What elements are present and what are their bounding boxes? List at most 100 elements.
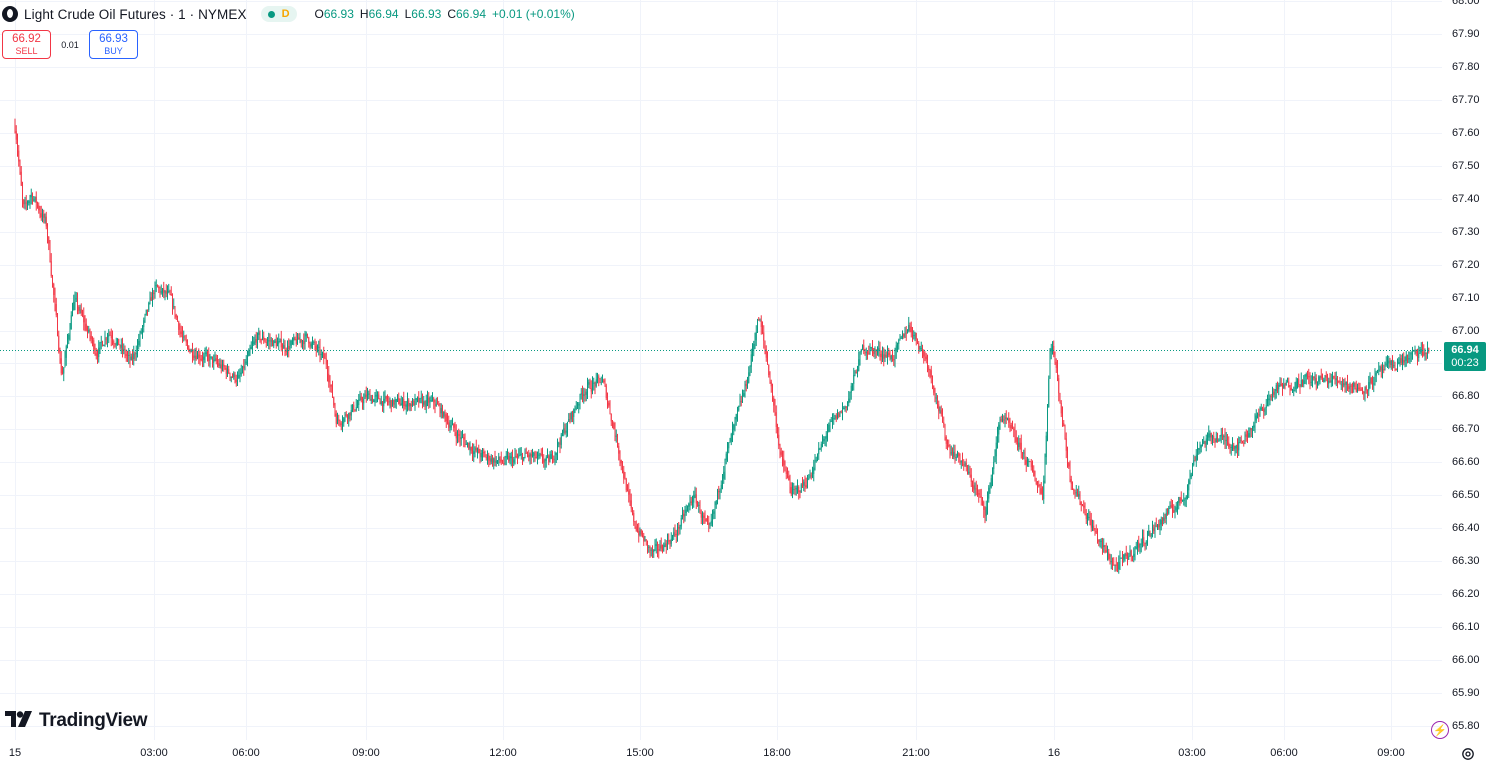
candle-body	[1255, 415, 1257, 421]
candle-body	[1224, 435, 1226, 442]
candle-body	[173, 306, 175, 308]
candle-body	[1205, 438, 1207, 445]
candle-body	[1387, 363, 1388, 365]
candle-body	[40, 213, 42, 218]
candle-body	[148, 303, 150, 311]
candle-body	[255, 339, 257, 343]
candle-body	[1164, 517, 1166, 519]
candle-body	[274, 340, 276, 342]
candle-body	[424, 401, 426, 407]
lightning-icon[interactable]: ⚡	[1431, 721, 1449, 739]
candle-body	[635, 526, 637, 531]
candle-body	[1340, 384, 1342, 386]
candle-body	[1159, 524, 1161, 528]
candle-body	[228, 369, 230, 374]
ohlc-change-value: +0.01 (+0.01%)	[492, 7, 575, 21]
candle-body	[252, 344, 253, 347]
candle-body	[109, 334, 111, 336]
candle-body	[319, 346, 321, 355]
sell-button[interactable]: 66.92 SELL	[2, 30, 51, 59]
candle-body	[52, 276, 53, 284]
candle-body	[895, 345, 897, 351]
candle-body	[63, 367, 65, 374]
market-status-pill[interactable]: D	[260, 6, 297, 22]
candle-body	[713, 511, 715, 514]
candle-body	[540, 454, 542, 456]
candle-body	[965, 462, 967, 467]
candle-body	[1058, 378, 1060, 394]
candle-body	[1368, 382, 1370, 391]
candle-body	[1214, 438, 1216, 443]
candle-body	[1335, 378, 1337, 381]
candle-body	[979, 494, 981, 497]
candle-body	[760, 320, 762, 327]
candle-body	[225, 368, 227, 374]
candle-body	[475, 447, 477, 451]
candle-body	[977, 489, 978, 494]
candle-body	[907, 330, 908, 334]
candle-body	[330, 384, 332, 387]
candle-body	[969, 471, 971, 475]
candle-body	[438, 404, 440, 406]
candle-body	[718, 490, 720, 493]
candle-body	[725, 453, 727, 460]
candle-body	[710, 520, 712, 524]
candle-body	[724, 459, 726, 472]
candle-body	[74, 298, 76, 303]
candle-body	[290, 341, 292, 346]
candle-body	[578, 404, 580, 406]
candle-body	[975, 488, 977, 490]
symbol-title[interactable]: Light Crude Oil Futures · 1 · NYMEX	[24, 6, 247, 22]
candle-body	[665, 543, 667, 547]
candle-body	[510, 456, 512, 459]
candle-body	[1019, 442, 1021, 444]
candle-body	[1372, 383, 1373, 385]
candle-body	[525, 452, 527, 454]
candle-body	[805, 485, 807, 488]
candle-body	[1110, 560, 1112, 563]
candle-body	[1167, 512, 1168, 514]
candle-body	[430, 400, 432, 402]
candle-body	[1083, 505, 1085, 508]
candle-body	[1274, 391, 1276, 395]
candle-body	[859, 352, 861, 360]
candle-body	[155, 285, 157, 287]
candle-body	[1189, 477, 1191, 481]
gear-icon[interactable]	[1461, 747, 1475, 761]
candle-body	[1184, 498, 1186, 500]
candle-body	[1037, 484, 1038, 486]
candle-body	[1078, 493, 1080, 497]
candle-body	[590, 388, 592, 392]
candle-body	[768, 364, 770, 375]
candle-body	[419, 398, 421, 403]
candle-body	[1280, 383, 1282, 386]
candle-body	[1357, 387, 1358, 393]
candle-body	[375, 394, 377, 397]
candle-body	[658, 549, 660, 551]
buy-button[interactable]: 66.93 BUY	[89, 30, 138, 59]
candle-body	[77, 298, 78, 308]
candle-body	[1155, 525, 1157, 527]
candle-body	[728, 442, 730, 449]
candle-body	[797, 486, 798, 488]
candle-body	[153, 292, 155, 294]
candle-body	[287, 345, 288, 353]
candle-body	[553, 458, 555, 460]
candle-body	[1089, 516, 1091, 520]
candle-body	[565, 430, 567, 433]
candle-body	[1219, 436, 1221, 441]
candle-body	[623, 470, 625, 479]
candle-body	[854, 371, 856, 376]
candle-body	[1209, 432, 1211, 434]
candle-body	[1254, 420, 1256, 426]
candle-body	[117, 338, 118, 343]
candle-body	[500, 459, 502, 462]
candle-body	[1343, 383, 1345, 386]
candle-body	[693, 494, 695, 503]
candle-body	[1380, 366, 1382, 371]
candle-body	[574, 408, 576, 410]
candle-body	[1087, 517, 1088, 519]
tradingview-logo[interactable]: TradingView	[5, 710, 148, 732]
